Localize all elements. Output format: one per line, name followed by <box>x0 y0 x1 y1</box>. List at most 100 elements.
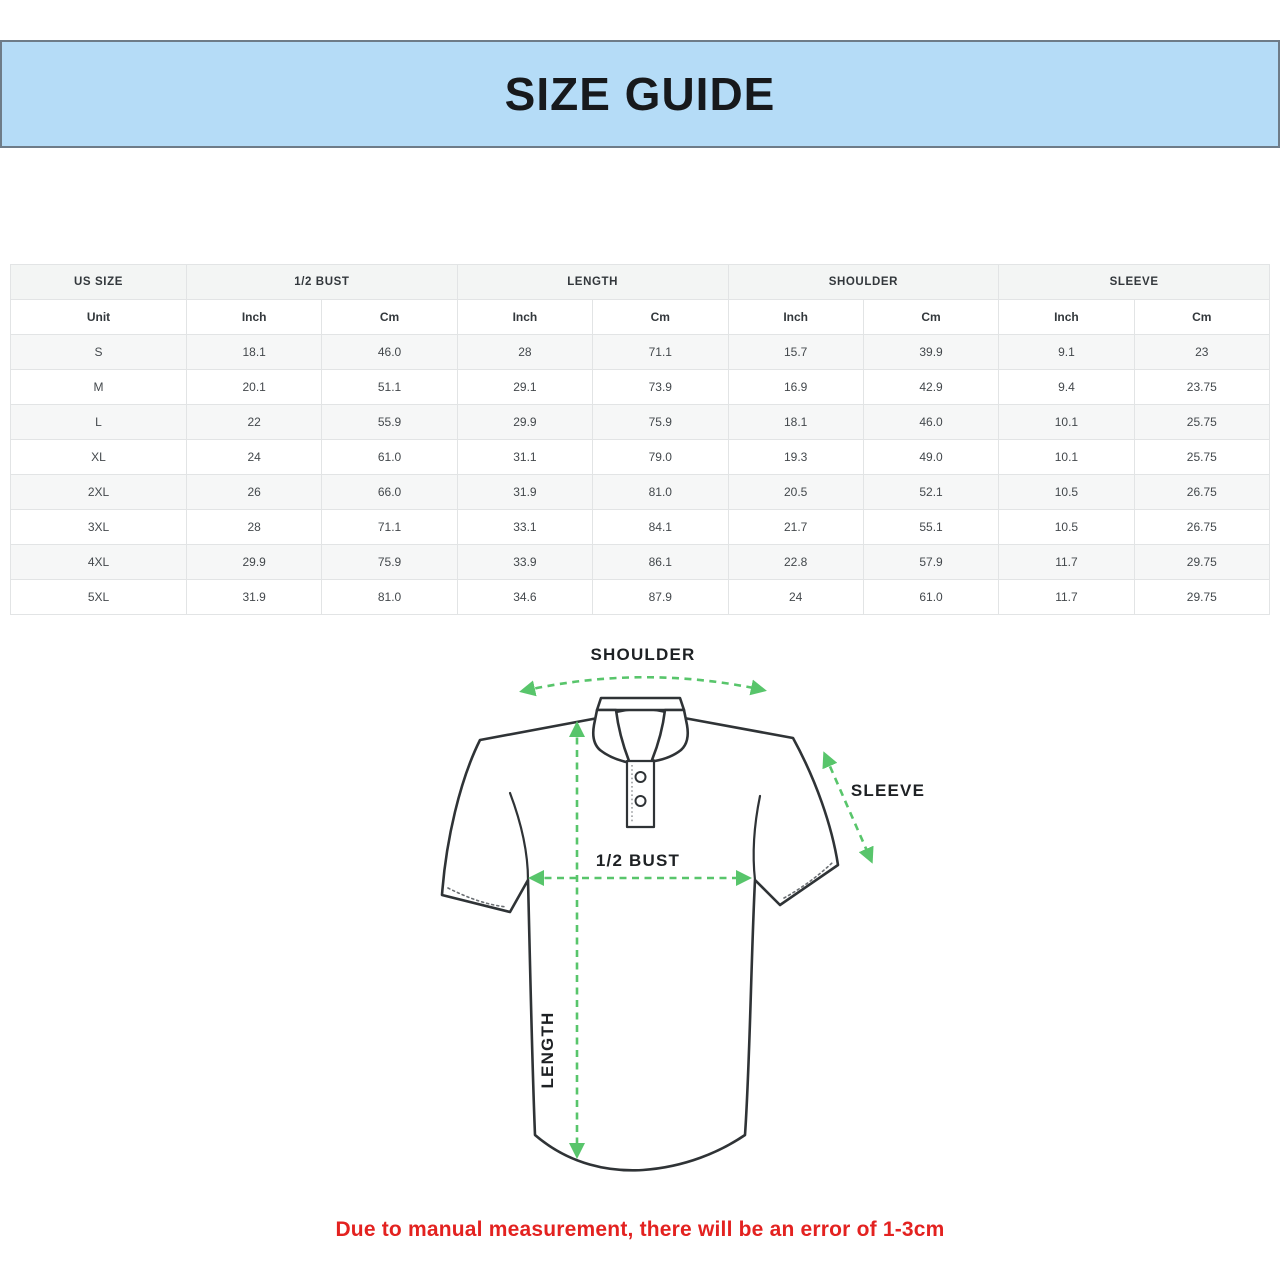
measurement-cell: 46.0 <box>321 334 458 370</box>
measurement-cell: 28 <box>456 334 594 370</box>
size-label-cell: M <box>10 369 187 405</box>
measurement-cell: 81.0 <box>321 579 458 615</box>
measurement-cell: 10.1 <box>998 439 1135 475</box>
unit-header-row: Unit Inch Cm Inch Cm Inch Cm Inch Cm <box>10 299 1271 335</box>
measurement-cell: 10.5 <box>998 509 1135 545</box>
measurement-cell: 19.3 <box>727 439 864 475</box>
size-label-cell: 4XL <box>10 544 187 580</box>
measurement-cell: 15.7 <box>727 334 864 370</box>
column-group-header: LENGTH <box>456 264 729 300</box>
measurement-cell: 81.0 <box>592 474 729 510</box>
page-title: SIZE GUIDE <box>504 68 776 120</box>
size-label-cell: S <box>10 334 187 370</box>
measurement-diagram: SHOULDER SLEEVE 1/2 BUST LENGTH <box>420 630 940 1210</box>
measurement-cell: 9.1 <box>998 334 1135 370</box>
length-label: LENGTH <box>538 1011 557 1088</box>
size-row: 3XL 28 71.1 33.1 84.1 21.7 55.1 10.5 26.75 <box>10 509 1271 545</box>
measurement-cell: 21.7 <box>727 509 864 545</box>
polo-shirt-outline-icon <box>440 696 840 1172</box>
measurement-cell: 33.1 <box>456 509 594 545</box>
measurement-cell: 29.9 <box>185 544 323 580</box>
measurement-cell: 29.1 <box>456 369 594 405</box>
size-table-body: S 18.1 46.0 28 71.1 15.7 39.9 9.1 23 M 20.1 51.1 29.… <box>10 334 1271 615</box>
size-row: 4XL 29.9 75.9 33.9 86.1 22.8 57.9 11.7 29.75 <box>10 544 1271 580</box>
unit-cell: Cm <box>321 299 458 335</box>
measurement-cell: 26 <box>185 474 323 510</box>
measurement-cell: 24 <box>185 439 323 475</box>
measurement-cell: 10.1 <box>998 404 1135 440</box>
measurement-cell: 24 <box>727 579 864 615</box>
measurement-cell: 18.1 <box>185 334 323 370</box>
measurement-cell: 16.9 <box>727 369 864 405</box>
size-row: XL 24 61.0 31.1 79.0 19.3 49.0 10.1 25.75 <box>10 439 1271 475</box>
size-row: 2XL 26 66.0 31.9 81.0 20.5 52.1 10.5 26.75 <box>10 474 1271 510</box>
polo-shirt-diagram: SHOULDER SLEEVE 1/2 BUST LENGTH <box>440 645 925 1172</box>
measurement-cell: 25.75 <box>1133 439 1271 475</box>
size-row: L 22 55.9 29.9 75.9 18.1 46.0 10.1 25.75 <box>10 404 1271 440</box>
measurement-cell: 29.75 <box>1133 544 1271 580</box>
measurement-cell: 61.0 <box>862 579 1000 615</box>
measurement-cell: 11.7 <box>998 544 1135 580</box>
measurement-cell: 61.0 <box>321 439 458 475</box>
measurement-cell: 71.1 <box>592 334 729 370</box>
measurement-cell: 26.75 <box>1133 474 1271 510</box>
unit-cell: Inch <box>998 299 1135 335</box>
measurement-cell: 9.4 <box>998 369 1135 405</box>
measurement-cell: 23.75 <box>1133 369 1271 405</box>
size-label-cell: 2XL <box>10 474 187 510</box>
column-group-header: US SIZE <box>10 264 187 300</box>
size-label-cell: 3XL <box>10 509 187 545</box>
measurement-cell: 20.5 <box>727 474 864 510</box>
measurement-cell: 26.75 <box>1133 509 1271 545</box>
measurement-cell: 73.9 <box>592 369 729 405</box>
measurement-cell: 10.5 <box>998 474 1135 510</box>
measurement-cell: 57.9 <box>862 544 1000 580</box>
shoulder-arrow-icon <box>519 675 767 697</box>
measurement-cell: 29.75 <box>1133 579 1271 615</box>
measurement-cell: 75.9 <box>592 404 729 440</box>
size-row: S 18.1 46.0 28 71.1 15.7 39.9 9.1 23 <box>10 334 1271 370</box>
measurement-cell: 51.1 <box>321 369 458 405</box>
measurement-cell: 22 <box>185 404 323 440</box>
column-group-header: 1/2 BUST <box>186 264 458 300</box>
measurement-cell: 52.1 <box>862 474 1000 510</box>
measurement-cell: 31.1 <box>456 439 594 475</box>
measurement-cell: 29.9 <box>456 404 594 440</box>
sleeve-arrow-icon <box>822 751 874 864</box>
measurement-cell: 34.6 <box>456 579 594 615</box>
measurement-cell: 33.9 <box>456 544 594 580</box>
measurement-cell: 25.75 <box>1133 404 1271 440</box>
measurement-cell: 84.1 <box>592 509 729 545</box>
measurement-cell: 86.1 <box>592 544 729 580</box>
measurement-cell: 23 <box>1133 334 1271 370</box>
size-guide-banner: SIZE GUIDE <box>0 40 1280 148</box>
measurement-cell: 31.9 <box>456 474 594 510</box>
measurement-cell: 87.9 <box>592 579 729 615</box>
size-row: 5XL 31.9 81.0 34.6 87.9 24 61.0 11.7 29.75 <box>10 579 1271 615</box>
unit-cell: Cm <box>1133 299 1271 335</box>
size-label-cell: 5XL <box>10 579 187 615</box>
half-bust-label: 1/2 BUST <box>596 851 680 870</box>
shoulder-label: SHOULDER <box>591 645 696 664</box>
measurement-cell: 31.9 <box>185 579 323 615</box>
measurement-cell: 71.1 <box>321 509 458 545</box>
unit-cell: Inch <box>456 299 594 335</box>
size-table-head: US SIZE 1/2 BUST LENGTH SHOULDER SLEEVE Unit… <box>10 264 1271 335</box>
measurement-cell: 11.7 <box>998 579 1135 615</box>
measurement-error-note: Due to manual measurement, there will be… <box>335 1218 945 1241</box>
measurement-cell: 20.1 <box>185 369 323 405</box>
size-chart-table: US SIZE 1/2 BUST LENGTH SHOULDER SLEEVE Unit… <box>10 264 1271 615</box>
measurement-cell: 46.0 <box>862 404 1000 440</box>
measurement-cell: 22.8 <box>727 544 864 580</box>
measurement-cell: 55.1 <box>862 509 1000 545</box>
measurement-cell: 18.1 <box>727 404 864 440</box>
measurement-cell: 28 <box>185 509 323 545</box>
size-label-cell: XL <box>10 439 187 475</box>
column-group-header: SLEEVE <box>998 264 1270 300</box>
size-label-cell: L <box>10 404 187 440</box>
measurement-cell: 39.9 <box>862 334 1000 370</box>
unit-cell: Cm <box>862 299 1000 335</box>
measurement-cell: 66.0 <box>321 474 458 510</box>
unit-cell: Cm <box>592 299 729 335</box>
sleeve-label: SLEEVE <box>851 781 925 800</box>
